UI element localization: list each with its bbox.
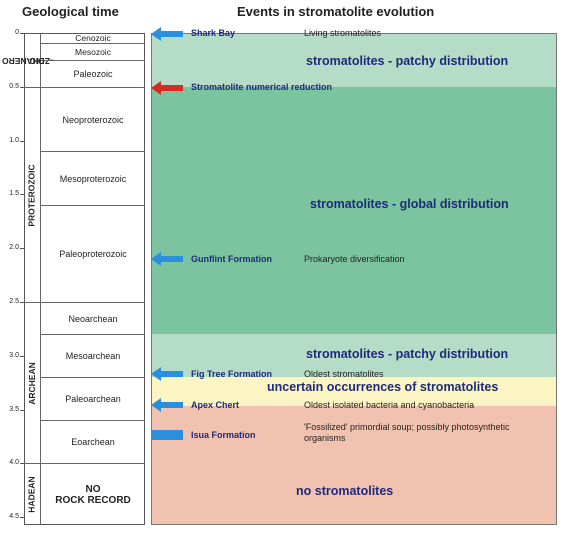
desc-apex-chert: Oldest isolated bacteria and cyanobacter… xyxy=(304,400,475,410)
event-gunflint: Gunflint Formation xyxy=(191,254,272,264)
arrow-icon xyxy=(151,367,183,381)
tick-mark xyxy=(20,141,24,142)
events-header: Events in stromatolite evolution xyxy=(237,4,435,19)
tick-mark xyxy=(20,302,24,303)
geological-time-header: Geological time xyxy=(22,4,119,19)
era-mesoproterozoic: Mesoproterozoic xyxy=(41,151,145,205)
arrow-icon xyxy=(151,27,183,41)
band-patchy-phanerozoic xyxy=(151,33,557,87)
arrow-icon xyxy=(151,81,183,95)
eon-proterozoic: PROTEROZOIC xyxy=(26,163,37,227)
tick-mark xyxy=(20,33,24,34)
tick-label: 1.5 xyxy=(9,190,19,197)
eon-separator xyxy=(24,302,41,303)
tick-label: 3.0 xyxy=(9,352,19,359)
tick-mark xyxy=(20,463,24,464)
event-isua: Isua Formation xyxy=(191,430,256,440)
eon-column-divider xyxy=(40,33,41,525)
era-neoproterozoic: Neoproterozoic xyxy=(41,87,145,151)
band-uncertain xyxy=(151,377,557,406)
desc-isua: 'Fossilized' primordial soup; possibly p… xyxy=(304,422,510,443)
era-no-rock-record: NO ROCK RECORD xyxy=(41,463,145,525)
band-label-patchy-archean: stromatolites - patchy distribution xyxy=(306,347,509,361)
era-paleozoic: Paleozoic xyxy=(41,60,145,87)
desc-shark-bay: Living stromatolites xyxy=(304,28,382,38)
tick-label: 2.5 xyxy=(9,298,19,305)
tick-mark xyxy=(20,194,24,195)
eon-phanerozoic: PHANERO -ZOIC xyxy=(1,55,53,66)
tick-label: 2.0 xyxy=(9,244,19,251)
band-label-no-stromatolites: no stromatolites xyxy=(296,484,394,498)
band-global xyxy=(151,87,557,334)
eon-separator xyxy=(24,87,41,88)
eon-hadean: HADEAN xyxy=(26,476,37,513)
band-label-global: stromatolites - global distribution xyxy=(310,197,509,211)
bar-marker-icon xyxy=(151,430,183,440)
tick-label: 4.5 xyxy=(9,513,19,520)
era-neoarchean: Neoarchean xyxy=(41,302,145,334)
era-cenozoic: Cenozoic xyxy=(75,33,111,43)
band-patchy-archean xyxy=(151,334,557,377)
tick-label: 0 xyxy=(15,29,19,36)
tick-label: 4.0 xyxy=(9,459,19,466)
desc-gunflint: Prokaryote diversification xyxy=(304,254,405,264)
era-paleoarchean: Paleoarchean xyxy=(41,377,145,420)
era-eoarchean: Eoarchean xyxy=(41,420,145,463)
band-label-patchy-top: stromatolites - patchy distribution xyxy=(306,54,509,68)
tick-label: 1.0 xyxy=(9,137,19,144)
arrow-icon xyxy=(151,398,183,412)
band-no-stromatolites xyxy=(151,406,557,525)
arrow-icon xyxy=(151,252,183,266)
era-mesozoic: Mesozoic xyxy=(41,43,145,60)
tick-mark xyxy=(20,517,24,518)
tick-label: 0.5 xyxy=(9,83,19,90)
tick-mark xyxy=(20,410,24,411)
geological-time-table xyxy=(24,33,145,525)
event-fig-tree: Fig Tree Formation xyxy=(191,369,273,379)
tick-mark xyxy=(20,248,24,249)
event-numerical-reduction: Stromatolite numerical reduction xyxy=(191,82,333,92)
desc-fig-tree: Oldest stromatolites xyxy=(304,369,384,379)
event-shark-bay: Shark Bay xyxy=(191,28,236,38)
event-apex-chert: Apex Chert xyxy=(191,400,240,410)
eon-archean: ARCHEAN xyxy=(26,361,37,405)
band-label-uncertain: uncertain occurrences of stromatolites xyxy=(267,380,499,394)
tick-mark xyxy=(20,87,24,88)
era-paleoproterozoic: Paleoproterozoic xyxy=(41,205,145,302)
tick-mark xyxy=(20,356,24,357)
events-panel-border xyxy=(151,33,557,525)
tick-label: 3.5 xyxy=(9,406,19,413)
era-mesoarchean: Mesoarchean xyxy=(41,334,145,377)
